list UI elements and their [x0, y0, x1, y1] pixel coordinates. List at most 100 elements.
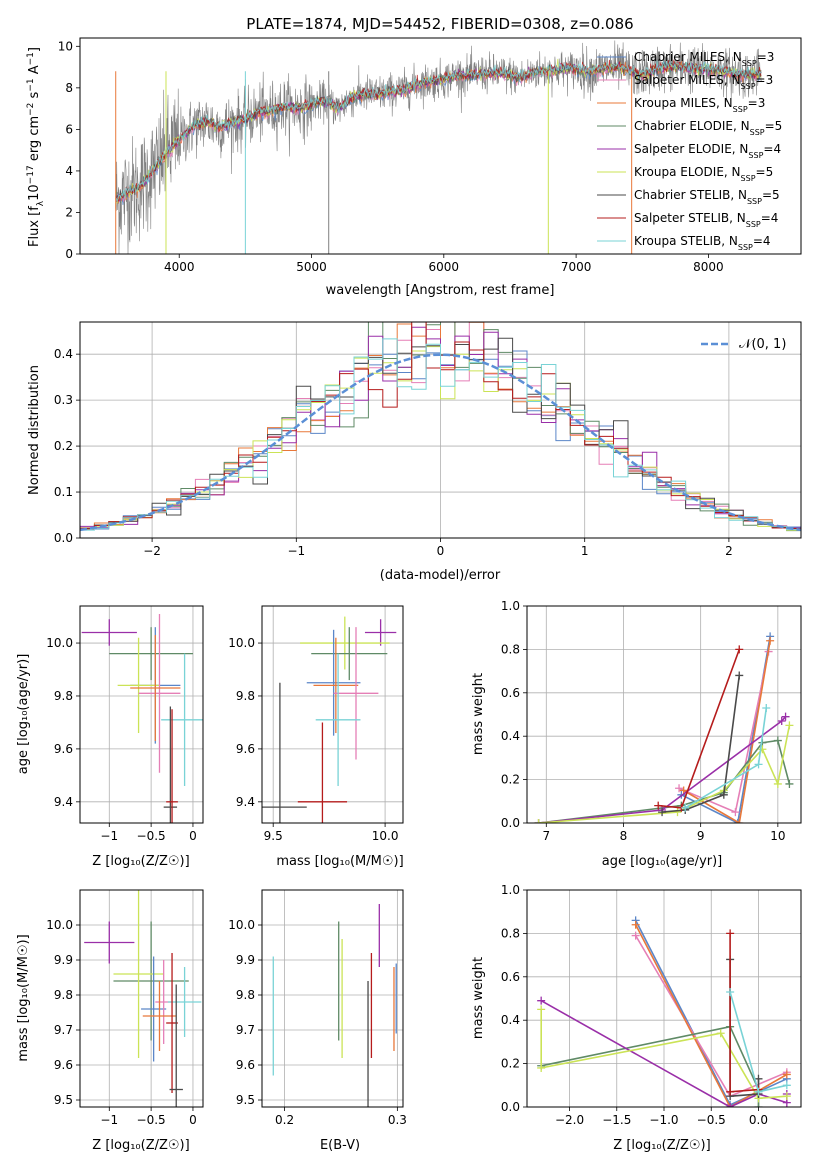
wage-marker: [781, 712, 790, 721]
wage-marker: [675, 784, 684, 793]
wage-xtick-label: 7: [542, 829, 550, 843]
legend-label-sub: SSP: [742, 59, 757, 68]
wz-marker: [726, 987, 735, 996]
legend-label-name: Salpeter STELIB, N: [634, 211, 746, 225]
wz-marker: [716, 1029, 725, 1038]
wage-marker: [654, 801, 663, 810]
spectrum-xlabel: wavelength [Angstrom, rest frame]: [326, 283, 555, 298]
wz-ytick-label: 0.0: [501, 1100, 520, 1114]
agem-ytick-label: 9.4: [236, 795, 255, 809]
histogram-xtick-label: −2: [143, 544, 161, 558]
wage-ylabel: mass weight: [471, 673, 486, 755]
agem-errorbar-salpeter-elodie: [364, 619, 397, 646]
legend-label-kroupa-elodie: Kroupa ELODIE, NSSP=5: [634, 165, 773, 183]
massz-errorbar-chabrier-stelib: [169, 984, 183, 1107]
wage-marker: [773, 736, 782, 745]
wage-line-chabrier-stelib: [662, 675, 741, 813]
wz-xtick-label: −1.5: [602, 1113, 631, 1127]
ylabel-part: λ: [36, 200, 46, 206]
massz-errorbar-kroupa-elodie: [113, 890, 164, 1058]
wage-line-kroupa-elodie: [538, 725, 791, 823]
massz-ytick-label: 9.6: [54, 1058, 73, 1072]
wage-marker: [762, 703, 771, 712]
massz-ytick-label: 9.9: [54, 953, 73, 967]
spectrum-xtick-label: 5000: [296, 260, 327, 274]
agem-errorbar-chabrier-miles: [306, 629, 361, 736]
wz-xlabel: Z [log₁₀(Z/Z☉)]: [613, 1138, 710, 1153]
wz-marker: [631, 920, 640, 929]
legend-label-sub: SSP: [750, 128, 765, 137]
agez-errorbar-salpeter-stelib: [166, 709, 178, 823]
wz-marker: [782, 1092, 791, 1101]
histogram-ytick-label: 0.2: [54, 439, 73, 453]
legend-label-salpeter-stelib: Salpeter STELIB, NSSP=4: [634, 211, 778, 229]
wz-marker: [631, 931, 640, 940]
agez-ytick-label: 10.0: [46, 636, 73, 650]
age-vs-mass-panel: 9.5 10.0 9.4 9.6 9.8 10.0: [228, 605, 404, 843]
age-vs-metallicity-panel: −1 −0.5 0 9.4 9.6 9.8 10.0: [46, 605, 204, 843]
histogram-ytick-label: 0.0: [54, 531, 73, 545]
wz-marker: [754, 1103, 763, 1107]
agez-xtick-label: 0: [189, 829, 197, 843]
legend-label-salpeter-elodie: Salpeter ELODIE, NSSP=4: [634, 142, 781, 160]
massz-plot-area: [84, 890, 202, 1107]
massebv-xtick-label: 0.3: [388, 1113, 407, 1127]
spectrum-ytick-label: 0: [65, 247, 73, 261]
ylabel-part: Flux [f: [27, 206, 42, 247]
wz-ylabel: mass weight: [471, 957, 486, 1039]
spectrum-xtick-label: 6000: [429, 260, 460, 274]
wz-marker: [537, 1063, 546, 1072]
ylabel-part: s: [27, 91, 42, 102]
agez-xlabel: Z [log₁₀(Z/Z☉)]: [92, 854, 189, 869]
legend-label-sub: SSP: [738, 243, 753, 252]
residual-histogram-panel: −2 −1 0 1 2 0.0 0.1 0.2 0.3 0.4: [54, 321, 802, 558]
agez-ytick-label: 9.6: [54, 742, 73, 756]
legend-label-chabrier-stelib: Chabrier STELIB, NSSP=5: [634, 188, 780, 206]
wz-marker: [537, 1005, 546, 1014]
wage-ytick-label: 0.8: [501, 642, 520, 656]
agem-ytick-label: 10.0: [228, 636, 255, 650]
massebv-ytick-label: 9.8: [236, 988, 255, 1002]
massz-ytick-label: 9.5: [54, 1093, 73, 1107]
legend-label-sub: SSP: [741, 82, 756, 91]
massz-frame: [79, 889, 204, 1108]
spectrum-ytick-label: 8: [65, 81, 73, 95]
model-line-salpeter-stelib: [115, 59, 762, 202]
massebv-plot-area: [272, 904, 397, 1107]
wz-marker: [782, 1070, 791, 1079]
histogram-frame: [79, 321, 802, 539]
wage-marker: [758, 745, 767, 754]
agem-errorbar-kroupa-elodie: [300, 616, 390, 670]
wage-marker: [785, 779, 794, 788]
agem-ytick-label: 9.6: [236, 742, 255, 756]
massz-xtick-label: −0.5: [137, 1113, 166, 1127]
wz-plot-area: [537, 916, 791, 1107]
agem-xlabel: mass [log₁₀(M/M☉)]: [276, 854, 403, 869]
wage-frame: [526, 605, 802, 824]
legend-label-chabrier-elodie: Chabrier ELODIE, NSSP=5: [634, 119, 782, 137]
agez-ytick-label: 9.8: [54, 689, 73, 703]
massz-ytick-label: 9.8: [54, 988, 73, 1002]
histogram-ytick-label: 0.1: [54, 485, 73, 499]
massebv-frame: [261, 889, 404, 1108]
wage-marker: [777, 717, 786, 726]
spectrum-xtick-label: 8000: [693, 260, 724, 274]
legend-label-chabrier-miles: Chabrier MILES, NSSP=3: [634, 50, 774, 68]
massebv-ytick-label: 9.7: [236, 1023, 255, 1037]
histogram-xtick-label: 2: [725, 544, 733, 558]
wz-ytick-label: 0.6: [501, 970, 520, 984]
wage-ytick-label: 1.0: [501, 599, 520, 613]
legend-label-suffix: =5: [756, 165, 774, 179]
agem-frame: [261, 605, 404, 824]
histogram-chabrier-stelib: [80, 337, 801, 533]
wage-xtick-label: 8: [620, 829, 628, 843]
normal-curve: [80, 353, 801, 532]
agez-errorbar-kroupa-elodie: [117, 637, 160, 734]
wz-frame: [526, 889, 802, 1108]
wage-marker: [681, 803, 690, 812]
wage-marker: [673, 808, 682, 817]
legend-label-suffix: =3: [757, 50, 775, 64]
agez-errorbar-chabrier-elodie: [109, 627, 193, 681]
wage-ytick-label: 0.4: [501, 729, 520, 743]
legend-label-name: Chabrier ELODIE, N: [634, 119, 750, 133]
